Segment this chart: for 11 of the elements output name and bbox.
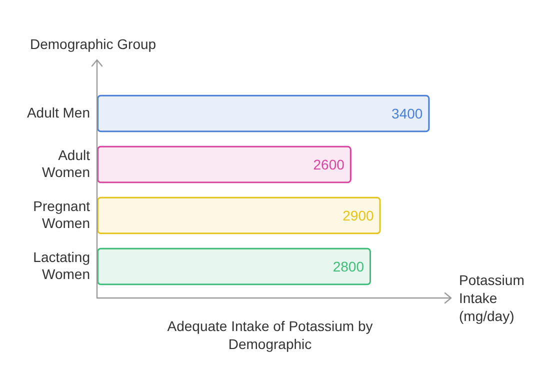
y-axis-title: Demographic Group — [30, 36, 156, 52]
data-label: 3400 — [392, 105, 423, 122]
y-tick-label: Adult Women — [42, 146, 90, 180]
data-label: 2900 — [342, 207, 374, 224]
x-axis-title: Potassium Intake (mg/day) — [459, 272, 524, 324]
data-label: 2800 — [332, 258, 364, 274]
y-tick-label: Adult Men — [26, 104, 90, 120]
y-tick-label: Pregnant Women — [33, 198, 90, 231]
text: Adequate Intake of Potassium by Demographic — [167, 318, 373, 352]
y-tick-label: Lactating Women — [33, 248, 90, 282]
data-label: 2600 — [313, 156, 345, 172]
